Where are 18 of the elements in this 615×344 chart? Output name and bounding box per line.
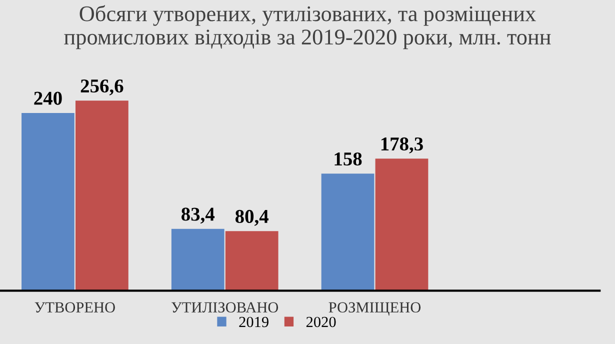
x-tick-label: УТИЛІЗОВАНО <box>172 302 278 313</box>
chart-title: Обсяги утворених, утилізованих, та розміщених промислових відходів за 2019-2020 роки, млн. тонн <box>64 5 551 50</box>
bar <box>321 174 374 291</box>
bar <box>171 228 224 291</box>
data-label: 178,3 <box>381 137 423 154</box>
data-label: 83,4 <box>182 208 215 224</box>
x-tick-label: РОЗМІЩЕНО <box>328 302 421 316</box>
x-tick-label: УТВОРЕНО <box>34 302 115 313</box>
data-label: 240 <box>34 92 62 105</box>
bar <box>225 231 278 291</box>
bar <box>75 100 128 291</box>
bar <box>22 112 74 291</box>
data-label: 158 <box>334 152 362 166</box>
legend-label: 2020 <box>306 316 336 328</box>
data-label: 80,4 <box>235 210 268 226</box>
bar <box>375 158 428 291</box>
data-label: 256,6 <box>80 79 124 96</box>
legend-label: 2019 <box>239 316 268 328</box>
